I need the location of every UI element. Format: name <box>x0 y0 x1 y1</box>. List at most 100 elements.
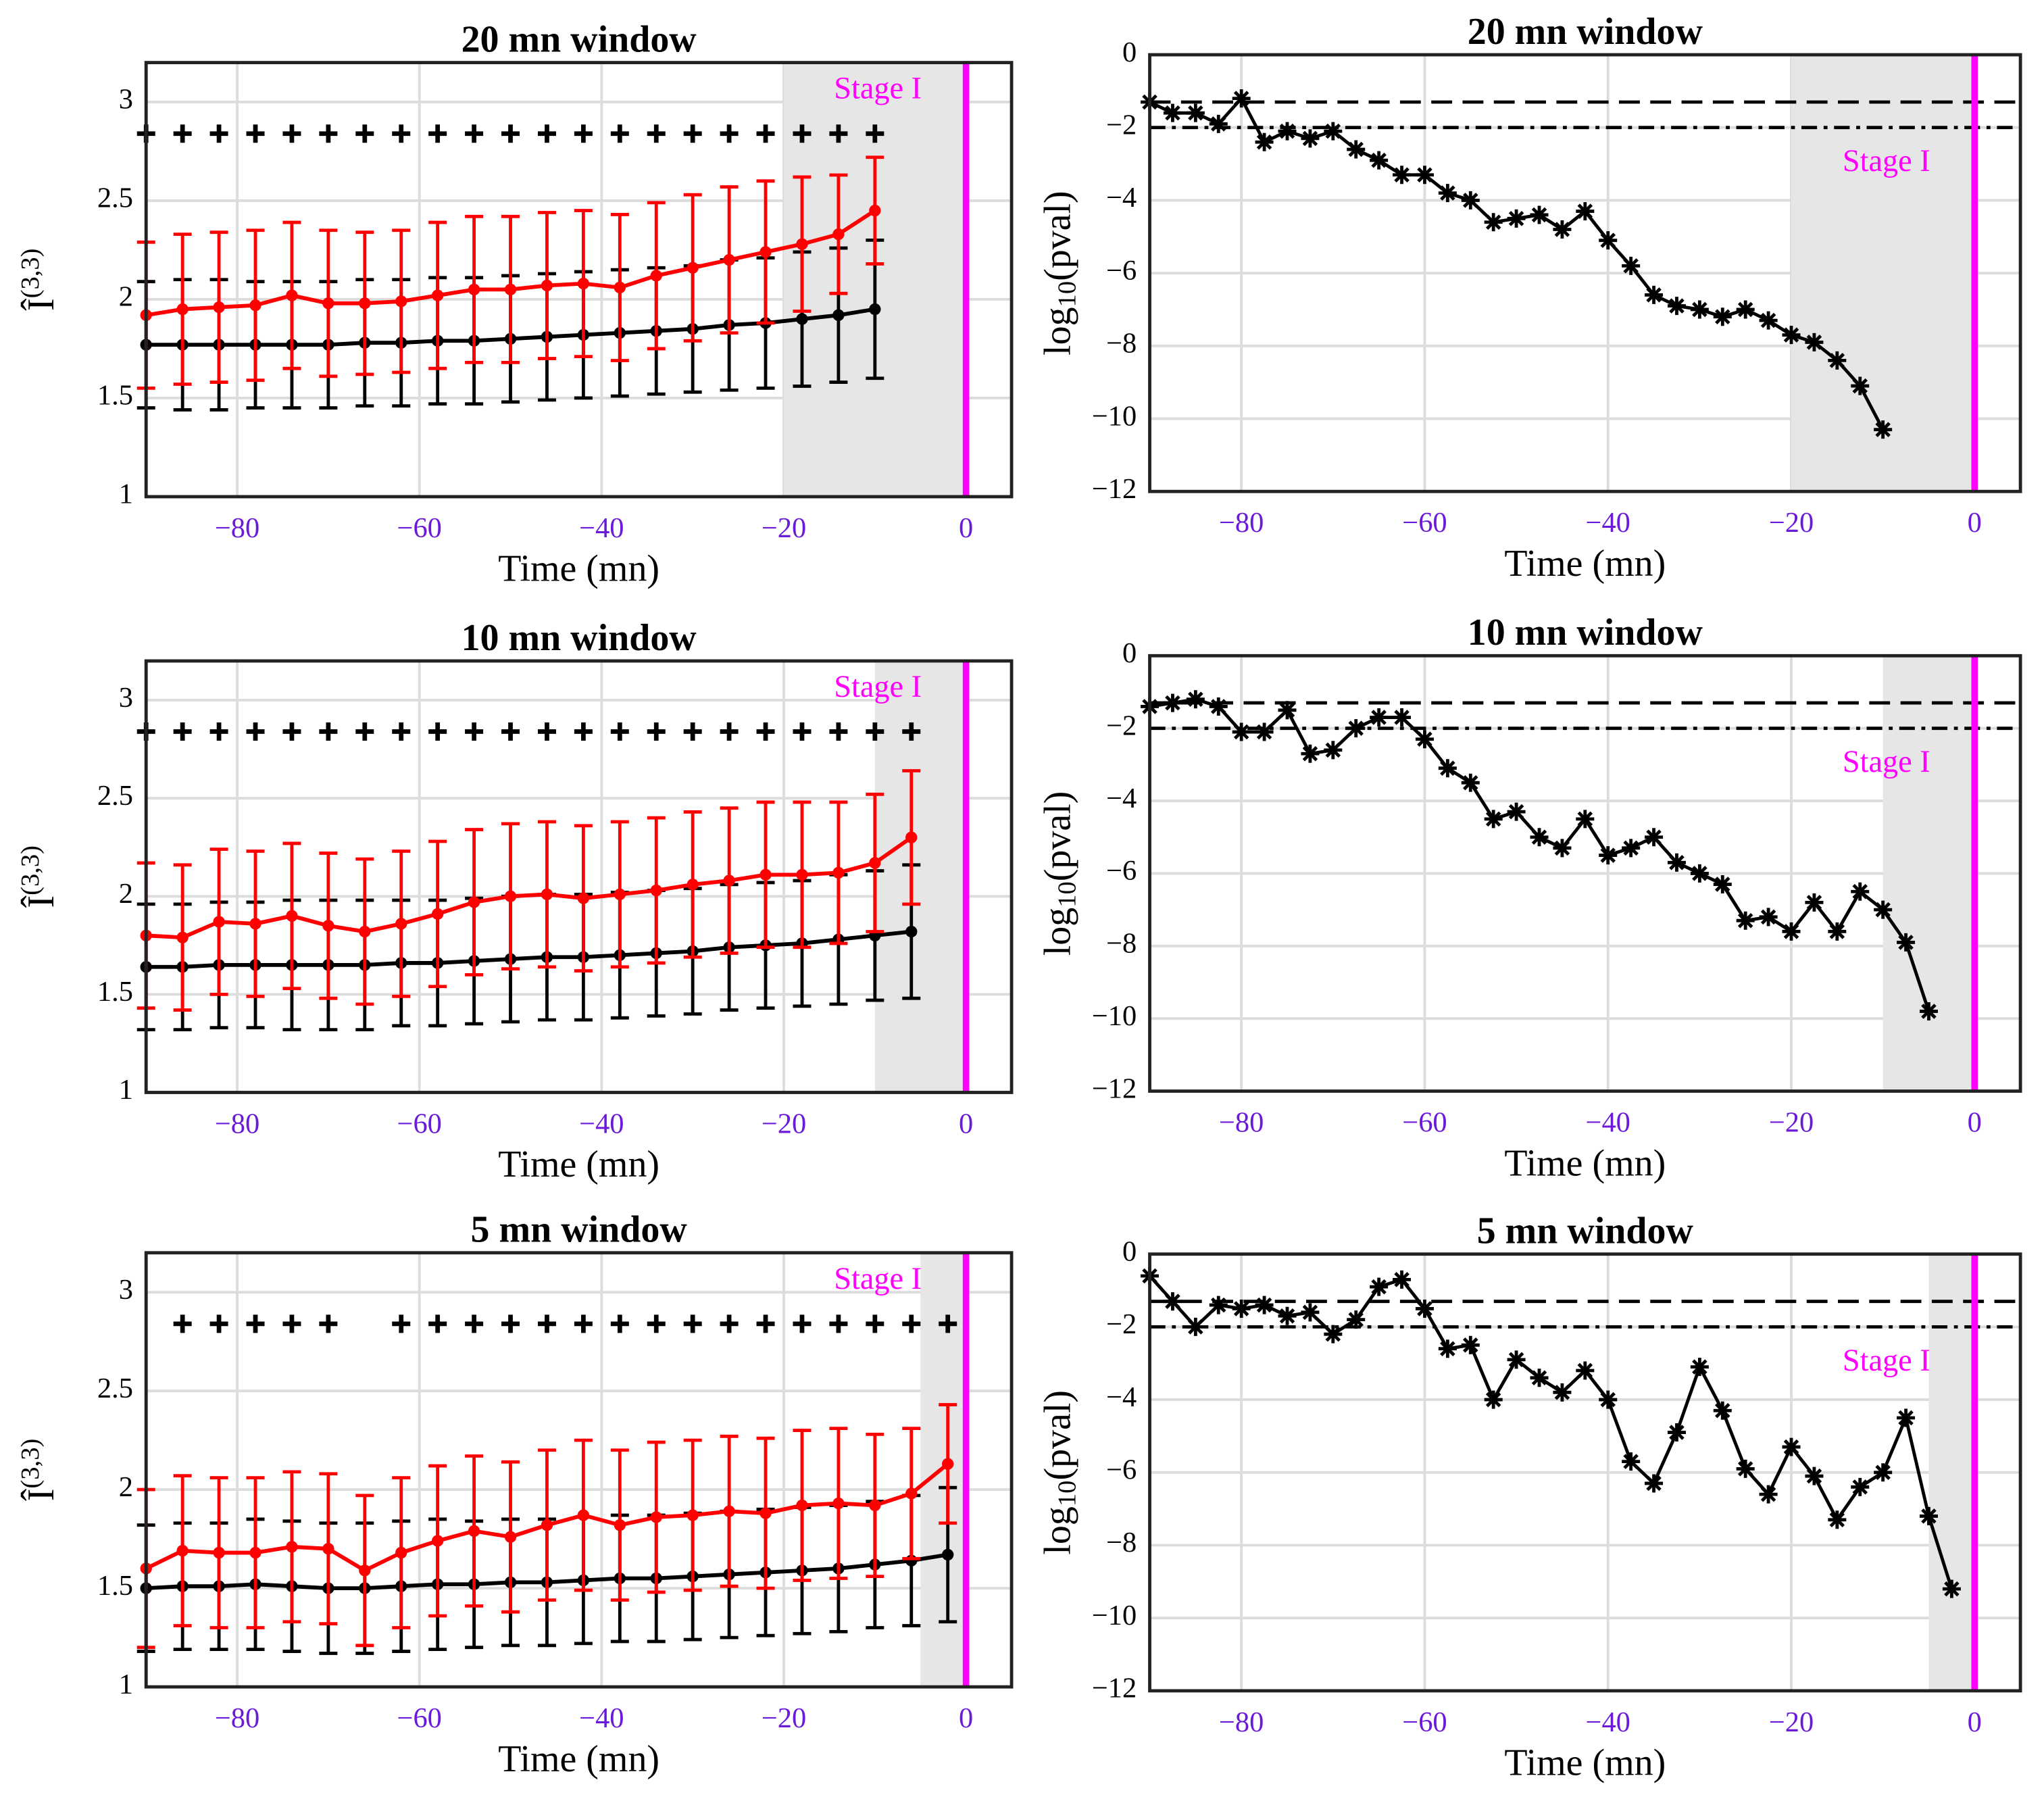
data-point <box>1645 1474 1664 1493</box>
data-point <box>1851 376 1870 395</box>
subplot-title: 5 mn window <box>471 1209 688 1251</box>
significance-marker <box>939 1314 957 1333</box>
data-point <box>431 908 444 920</box>
y-tick-label: −8 <box>1106 328 1137 360</box>
data-point <box>1828 1510 1847 1529</box>
subplot-title: 20 mn window <box>462 19 697 61</box>
y-tick-label: −10 <box>1092 1000 1137 1032</box>
x-tick-label: −60 <box>1402 507 1447 539</box>
data-point <box>504 1531 517 1543</box>
y-tick-label: 2 <box>119 281 133 313</box>
axes-box <box>144 61 1014 499</box>
data-point <box>905 1487 918 1500</box>
data-point <box>1530 205 1549 224</box>
data-point <box>322 920 334 932</box>
data-point <box>1163 1292 1182 1311</box>
axes-box <box>144 659 1014 1094</box>
data-point <box>468 283 480 296</box>
significance-marker <box>209 722 228 741</box>
x-tick-label: −80 <box>1219 1106 1264 1138</box>
data-point <box>395 918 407 930</box>
data-point <box>1782 1437 1801 1456</box>
data-point <box>249 299 261 312</box>
x-tick-label: 0 <box>1968 507 1982 539</box>
y-tick-label: −2 <box>1106 1308 1137 1340</box>
data-point <box>1278 122 1297 141</box>
data-point <box>1324 122 1343 141</box>
y-axis-label: log10(pval) <box>1037 191 1081 355</box>
x-tick-label: −20 <box>1769 1706 1814 1738</box>
data-point <box>1530 1369 1549 1387</box>
y-axis-label-part: 10 <box>1053 1481 1081 1507</box>
significance-marker <box>902 1314 921 1333</box>
data-point <box>759 1507 772 1519</box>
data-point <box>1163 103 1182 122</box>
data-point <box>1576 1361 1595 1380</box>
data-point <box>541 279 553 292</box>
data-point <box>1324 1325 1343 1344</box>
data-point <box>1278 701 1297 720</box>
y-tick-label: 2 <box>119 878 133 910</box>
significance-marker <box>902 722 921 741</box>
data-point <box>1370 1277 1389 1296</box>
significance-marker <box>173 1314 192 1333</box>
data-point <box>1393 708 1412 727</box>
x-axis-label: Time (mn) <box>498 1738 659 1780</box>
data-point <box>1461 1335 1480 1354</box>
y-tick-label: 1.5 <box>97 1570 133 1602</box>
data-point <box>1622 839 1641 858</box>
subplot: −80 −60 −40 −20 0 1 1.5 2 2.5 3 Stage I 10 mn windo… <box>16 617 1014 1185</box>
data-point <box>687 879 699 891</box>
x-tick-label: −40 <box>579 512 624 544</box>
y-axis-label-part: log <box>1037 908 1078 956</box>
data-point <box>1438 759 1457 778</box>
significance-marker <box>683 722 702 741</box>
data-point <box>286 1541 298 1553</box>
data-point <box>1736 300 1755 319</box>
y-axis-label-part: (3,3) <box>16 249 45 299</box>
data-point <box>1393 1270 1412 1289</box>
x-tick-label: 0 <box>959 1702 973 1734</box>
data-point <box>1599 231 1618 250</box>
data-point <box>869 857 881 869</box>
data-point <box>942 1548 954 1561</box>
axes-box <box>1148 1252 2022 1693</box>
x-tick-label: −60 <box>397 512 442 544</box>
data-point <box>796 238 808 250</box>
significance-marker <box>610 1314 629 1333</box>
data-point <box>1232 1299 1251 1318</box>
y-tick-label: 3 <box>119 682 133 714</box>
y-tick-label: −12 <box>1092 473 1137 505</box>
x-tick-label: −20 <box>762 1702 806 1734</box>
y-axis-label-part: (pval) <box>1037 791 1078 882</box>
annotation: Stage I <box>1843 1344 1930 1378</box>
data-point <box>796 1499 808 1512</box>
significance-marker <box>866 1314 884 1333</box>
stage-shade <box>874 660 966 1093</box>
data-point <box>286 289 298 301</box>
data-point <box>1438 184 1457 203</box>
significance-marker <box>428 124 447 143</box>
data-point <box>1438 1339 1457 1358</box>
subplot: −80 −60 −40 −20 0 0 −2 −4 −6 −8 −10 −12 Stage I 10 mn… <box>1037 612 2022 1184</box>
y-tick-label: 1 <box>119 1669 133 1700</box>
annotation: Stage I <box>1843 745 1930 779</box>
data-point <box>1851 1477 1870 1496</box>
y-axis-label-part: 10 <box>1053 881 1081 908</box>
significance-marker <box>574 1314 593 1333</box>
y-tick-label: 2.5 <box>97 780 133 812</box>
y-tick-label: −4 <box>1106 783 1137 814</box>
data-point <box>1599 846 1618 865</box>
data-point <box>1415 166 1434 184</box>
data-point <box>1874 1463 1893 1482</box>
subplot-title: 5 mn window <box>1477 1210 1694 1252</box>
data-point <box>1232 722 1251 741</box>
data-point <box>723 1505 735 1517</box>
data-point <box>832 866 845 879</box>
data-point <box>1301 129 1320 148</box>
data-point <box>541 888 553 901</box>
y-axis-label-part: log <box>1037 1506 1078 1554</box>
data-point <box>1186 690 1205 709</box>
subplot: −80 −60 −40 −20 0 0 −2 −4 −6 −8 −10 −12 Stage I 20 mn… <box>1037 11 2022 585</box>
